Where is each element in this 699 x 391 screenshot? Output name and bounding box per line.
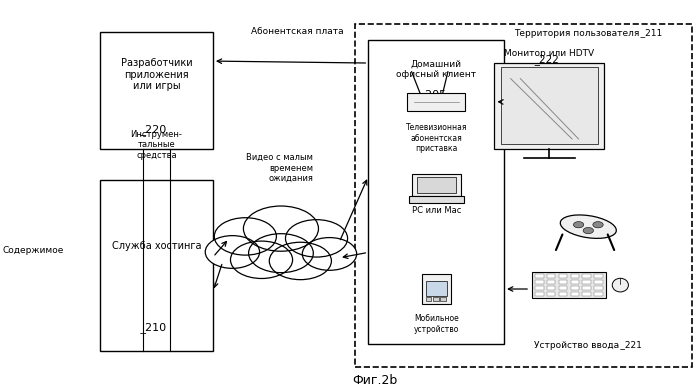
Text: Хостинг: Хостинг [223,246,261,255]
Circle shape [206,236,259,268]
Circle shape [249,234,313,273]
FancyBboxPatch shape [440,298,446,301]
FancyBboxPatch shape [417,177,456,193]
Text: Операции
контроллера: Операции контроллера [256,237,313,256]
FancyBboxPatch shape [570,292,579,296]
FancyBboxPatch shape [100,180,213,352]
Circle shape [593,222,603,228]
FancyBboxPatch shape [570,286,579,290]
Text: Устройство ввода  ̲221: Устройство ввода ̲221 [534,341,642,350]
FancyBboxPatch shape [594,280,603,284]
FancyBboxPatch shape [535,274,544,278]
Text: ̲205: ̲205 [426,89,447,100]
Circle shape [285,220,347,257]
FancyBboxPatch shape [426,281,447,296]
Text: Телевизионная
абонентская
приставка: Телевизионная абонентская приставка [405,124,467,153]
FancyBboxPatch shape [594,274,603,278]
FancyBboxPatch shape [412,174,461,196]
FancyBboxPatch shape [570,280,579,284]
FancyBboxPatch shape [501,67,598,144]
Text: ̲210: ̲210 [146,323,167,334]
Circle shape [269,242,331,280]
FancyBboxPatch shape [582,286,591,290]
Text: Разработчики
приложения
или игры: Разработчики приложения или игры [120,58,192,91]
Text: Фиг.2b: Фиг.2b [352,374,398,387]
FancyBboxPatch shape [559,274,568,278]
Text: Территория пользователя  ̲211: Территория пользователя ̲211 [514,29,663,38]
Text: Инструмен-
тальные
средства: Инструмен- тальные средства [131,130,182,160]
Ellipse shape [561,215,617,239]
Text: ̲206: ̲206 [271,256,291,267]
FancyBboxPatch shape [559,286,568,290]
FancyBboxPatch shape [559,280,568,284]
FancyBboxPatch shape [100,32,213,149]
FancyBboxPatch shape [570,274,579,278]
Text: Монитор или HDTV: Монитор или HDTV [505,49,595,58]
Text: Абонентская плата: Абонентская плата [251,27,343,36]
Circle shape [215,218,276,255]
FancyBboxPatch shape [547,292,556,296]
FancyBboxPatch shape [494,63,605,149]
Text: Служба хостинга: Служба хостинга [112,241,201,251]
Circle shape [302,238,356,270]
FancyBboxPatch shape [594,286,603,290]
FancyBboxPatch shape [547,280,556,284]
Text: Internet: Internet [259,237,303,247]
FancyBboxPatch shape [535,286,544,290]
Text: Домашний
офисный клиент: Домашний офисный клиент [396,59,476,79]
FancyBboxPatch shape [409,196,463,203]
FancyBboxPatch shape [535,280,544,284]
Text: ̲222: ̲222 [540,54,559,65]
Text: РС или Mac: РС или Mac [412,206,461,215]
Ellipse shape [612,278,628,292]
FancyBboxPatch shape [582,280,591,284]
Text: Видео с малым
временем
ожидания: Видео с малым временем ожидания [247,153,313,183]
Text: ̲220: ̲220 [146,124,167,135]
FancyBboxPatch shape [433,298,438,301]
FancyBboxPatch shape [582,274,591,278]
Text: Содержимое: Содержимое [3,246,64,255]
FancyBboxPatch shape [594,292,603,296]
FancyBboxPatch shape [407,93,466,111]
Circle shape [231,241,293,278]
FancyBboxPatch shape [547,274,556,278]
FancyBboxPatch shape [421,274,451,304]
Circle shape [583,228,593,234]
FancyBboxPatch shape [368,39,504,344]
FancyBboxPatch shape [559,292,568,296]
FancyBboxPatch shape [547,286,556,290]
FancyBboxPatch shape [532,273,606,298]
Circle shape [573,222,584,228]
FancyBboxPatch shape [582,292,591,296]
Circle shape [243,206,319,251]
FancyBboxPatch shape [426,298,431,301]
Text: Мобильное
устройство: Мобильное устройство [414,314,459,334]
FancyBboxPatch shape [535,292,544,296]
